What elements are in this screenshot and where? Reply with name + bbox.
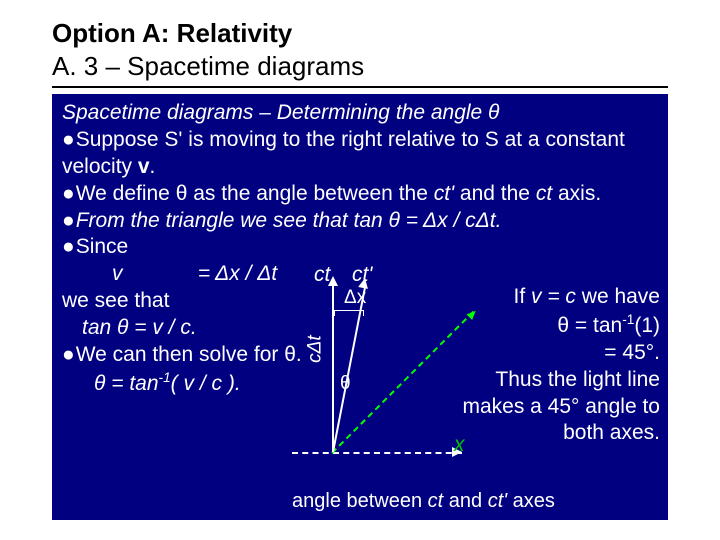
theta-label: θ [340, 372, 351, 396]
content-box: Spacetime diagrams – Determining the ang… [52, 94, 668, 520]
ctp-label: ct' [352, 262, 372, 289]
dx-label: Δx [344, 286, 366, 310]
spacetime-diagram: ct ct' Δx cΔt θ x [292, 272, 462, 462]
x-axis [292, 452, 462, 454]
bullet-3: From the triangle we see that tan θ = Δx… [62, 208, 658, 235]
light-line [331, 311, 474, 454]
subheading: Spacetime diagrams – Determining the ang… [62, 100, 658, 127]
bullet-4: Since [62, 234, 658, 261]
dx-bracket-icon [334, 310, 364, 316]
page-subtitle: A. 3 – Spacetime diagrams [52, 51, 668, 88]
bullet-2: We define θ as the angle between the ct'… [62, 181, 658, 208]
ct-axis [332, 282, 334, 452]
cdt-label: cΔt [304, 335, 328, 363]
bullet-1: Suppose S' is moving to the right relati… [62, 127, 658, 181]
ct-label: ct [314, 262, 330, 289]
diagram-caption: angle between ct and ct' axes [292, 489, 555, 515]
page-title: Option A: Relativity [52, 18, 668, 49]
slide: Option A: Relativity A. 3 – Spacetime di… [0, 0, 720, 540]
right-note: If v = c we have θ = tan-1(1) = 45°. Thu… [460, 284, 660, 447]
